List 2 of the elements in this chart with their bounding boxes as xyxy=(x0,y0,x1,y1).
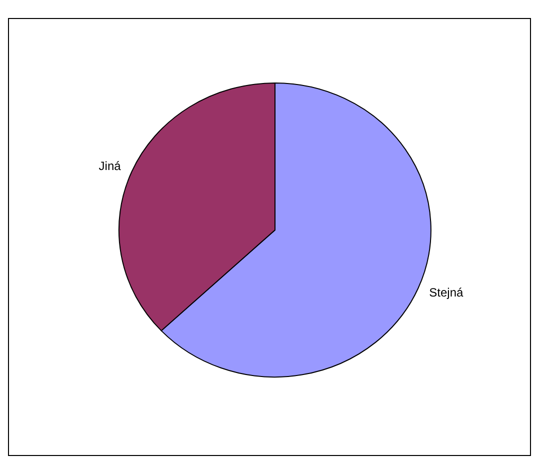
slice-label: Jiná xyxy=(98,159,122,174)
slice-label: Stejná xyxy=(429,285,464,300)
